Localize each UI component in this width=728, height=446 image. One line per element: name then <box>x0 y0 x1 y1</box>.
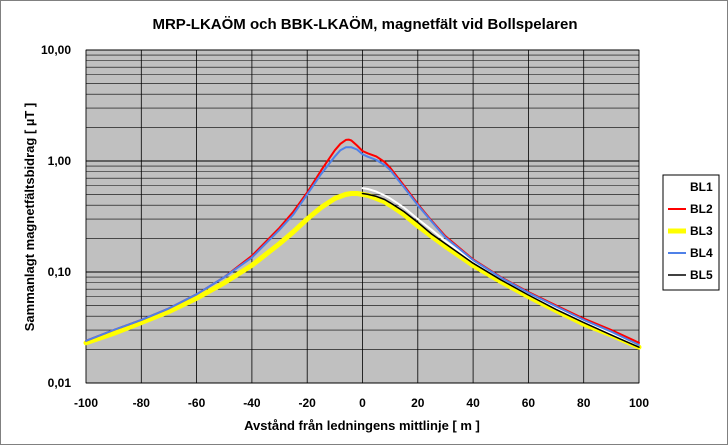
x-axis-title: Avstånd från ledningens mittlinje [ m ] <box>244 418 480 433</box>
grid-lines <box>85 49 640 384</box>
x-tick-label: -40 <box>243 396 261 410</box>
y-tick-label: 1,00 <box>48 154 72 168</box>
series-lines <box>83 138 642 350</box>
x-tick-label: -80 <box>133 396 151 410</box>
x-tick-label: 60 <box>522 396 536 410</box>
legend-label-bl2: BL2 <box>690 202 713 216</box>
y-tick-labels: 0,01 0,10 1,00 10,00 <box>41 43 71 390</box>
series-line-bl4 <box>85 146 640 346</box>
legend-label-bl4: BL4 <box>690 246 713 260</box>
y-axis-title: Sammanlagt magnetfältsbidrag [ µT ] <box>22 103 37 332</box>
legend-label-bl3: BL3 <box>690 224 713 238</box>
series-line-bl5 <box>361 192 640 348</box>
x-tick-label: 0 <box>359 396 366 410</box>
y-tick-label: 10,00 <box>41 43 71 57</box>
legend-items: BL1 BL2 BL3 BL4 BL5 <box>668 180 713 282</box>
y-tick-label: 0,01 <box>48 376 72 390</box>
x-tick-label: 80 <box>577 396 591 410</box>
legend-label-bl5: BL5 <box>690 268 713 282</box>
x-tick-label: 100 <box>629 396 649 410</box>
legend: BL1 BL2 BL3 BL4 BL5 <box>662 174 720 291</box>
series-line-bl1 <box>361 187 640 346</box>
y-tick-label: 0,10 <box>48 265 72 279</box>
legend-label-bl1: BL1 <box>690 180 713 194</box>
x-tick-label: 40 <box>466 396 480 410</box>
x-tick-label: -60 <box>188 396 206 410</box>
x-tick-label: -20 <box>299 396 317 410</box>
x-tick-label: -100 <box>74 396 98 410</box>
series-line-bl3 <box>83 191 642 350</box>
x-tick-labels: -100 -80 -60 -40 -20 0 20 40 60 80 100 <box>74 396 649 410</box>
x-tick-label: 20 <box>411 396 425 410</box>
chart-title: MRP-LKAÖM och BBK-LKAÖM, magnetfält vid … <box>152 16 577 33</box>
